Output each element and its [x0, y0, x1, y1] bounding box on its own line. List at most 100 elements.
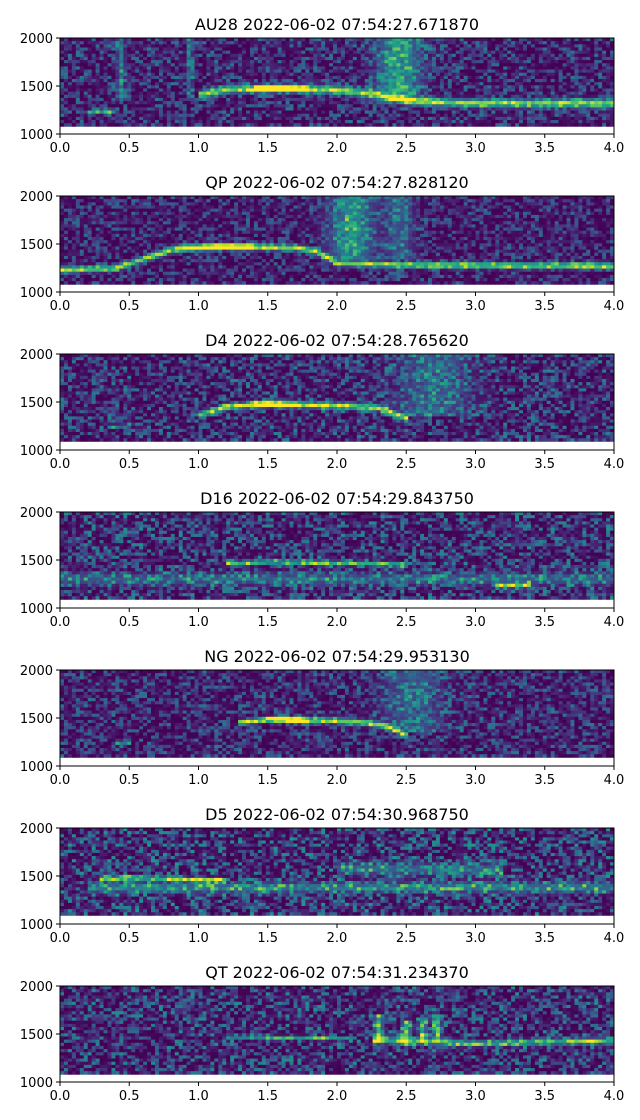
- x-tick-label: 1.0: [188, 615, 209, 630]
- x-tick-label: 1.0: [188, 457, 209, 472]
- x-tick-label: 0.0: [50, 615, 71, 630]
- x-tick-label: 3.5: [534, 1089, 555, 1104]
- x-tick-label: 0.5: [119, 773, 140, 788]
- x-tick-label: 4.0: [604, 141, 625, 156]
- x-tick-label: 0.5: [119, 457, 140, 472]
- x-tick-label: 2.0: [327, 931, 348, 946]
- y-tick-label: 2000: [20, 348, 53, 363]
- spectrogram-image: [60, 986, 615, 1075]
- spectrogram-panel: NG 2022-06-02 07:54:29.953130 0.0 0.5 1.0 1.…: [20, 647, 624, 788]
- x-tick-label: 0.5: [119, 141, 140, 156]
- x-tick-label: 0.0: [50, 457, 71, 472]
- x-tick-label: 3.0: [465, 773, 486, 788]
- x-tick-label: 1.5: [257, 615, 278, 630]
- x-tick-label: 1.0: [188, 931, 209, 946]
- spectrogram-image: [60, 670, 615, 758]
- x-tick-label: 3.0: [465, 1089, 486, 1104]
- panel-title: AU28 2022-06-02 07:54:27.671870: [195, 15, 479, 34]
- x-tick-label: 4.0: [604, 457, 625, 472]
- x-tick-label: 2.0: [327, 457, 348, 472]
- x-tick-label: 1.5: [257, 299, 278, 314]
- spectrogram-image: [60, 196, 615, 285]
- x-tick-label: 1.5: [257, 1089, 278, 1104]
- x-tick-label: 2.0: [327, 615, 348, 630]
- panel-title: D4 2022-06-02 07:54:28.765620: [205, 331, 469, 350]
- spectrogram-image: [60, 38, 615, 127]
- y-tick-label: 1500: [20, 396, 53, 411]
- panel-title: QP 2022-06-02 07:54:27.828120: [205, 173, 468, 192]
- x-tick-label: 1.0: [188, 141, 209, 156]
- x-tick-label: 2.0: [327, 141, 348, 156]
- x-tick-label: 3.5: [534, 931, 555, 946]
- x-tick-label: 1.0: [188, 773, 209, 788]
- spectrogram-image: [60, 512, 615, 600]
- y-tick-label: 1000: [20, 286, 53, 301]
- x-tick-label: 2.5: [396, 457, 417, 472]
- x-tick-label: 0.0: [50, 1089, 71, 1104]
- y-tick-label: 1000: [20, 128, 53, 143]
- x-tick-label: 2.0: [327, 1089, 348, 1104]
- x-tick-label: 3.0: [465, 931, 486, 946]
- x-tick-label: 3.0: [465, 615, 486, 630]
- spectrogram-panel: D5 2022-06-02 07:54:30.968750 0.0 0.5 1.0 1.…: [20, 805, 624, 946]
- x-tick-label: 3.5: [534, 141, 555, 156]
- spectrogram-panel: QP 2022-06-02 07:54:27.828120 0.0 0.5 1.0 1.…: [20, 173, 624, 314]
- y-tick-label: 2000: [20, 980, 53, 995]
- y-tick-label: 2000: [20, 506, 53, 521]
- spectrogram-image: [60, 354, 615, 442]
- spectrogram-image: [60, 828, 615, 916]
- spectrogram-panel: D16 2022-06-02 07:54:29.843750 0.0 0.5 1.0 1…: [20, 489, 624, 630]
- x-tick-label: 0.0: [50, 773, 71, 788]
- x-tick-label: 1.0: [188, 1089, 209, 1104]
- y-tick-label: 1500: [20, 1028, 53, 1043]
- spectrogram-panel: QT 2022-06-02 07:54:31.234370 0.0 0.5 1.0 1.…: [20, 963, 624, 1104]
- x-tick-label: 0.5: [119, 1089, 140, 1104]
- panel-title: D5 2022-06-02 07:54:30.968750: [205, 805, 469, 824]
- x-tick-label: 1.5: [257, 141, 278, 156]
- x-tick-label: 3.5: [534, 615, 555, 630]
- y-tick-label: 2000: [20, 190, 53, 205]
- x-tick-label: 2.0: [327, 773, 348, 788]
- y-tick-label: 1500: [20, 712, 53, 727]
- x-tick-label: 4.0: [604, 1089, 625, 1104]
- panel-title: QT 2022-06-02 07:54:31.234370: [205, 963, 469, 982]
- x-tick-label: 4.0: [604, 931, 625, 946]
- y-tick-label: 2000: [20, 32, 53, 47]
- x-tick-label: 3.0: [465, 141, 486, 156]
- x-tick-label: 0.0: [50, 141, 71, 156]
- x-tick-label: 2.5: [396, 1089, 417, 1104]
- y-tick-label: 1000: [20, 918, 53, 933]
- y-tick-label: 1500: [20, 554, 53, 569]
- x-tick-label: 2.5: [396, 141, 417, 156]
- x-tick-label: 2.5: [396, 773, 417, 788]
- x-tick-label: 3.0: [465, 299, 486, 314]
- x-tick-label: 1.5: [257, 931, 278, 946]
- x-tick-label: 3.0: [465, 457, 486, 472]
- x-tick-label: 3.5: [534, 773, 555, 788]
- x-tick-label: 2.5: [396, 931, 417, 946]
- spectrogram-panel: AU28 2022-06-02 07:54:27.671870 0.0 0.5 1.0…: [20, 15, 624, 156]
- y-tick-label: 2000: [20, 664, 53, 679]
- y-tick-label: 1500: [20, 870, 53, 885]
- x-tick-label: 1.5: [257, 457, 278, 472]
- x-tick-label: 3.5: [534, 457, 555, 472]
- y-tick-label: 2000: [20, 822, 53, 837]
- y-tick-label: 1000: [20, 444, 53, 459]
- x-tick-label: 3.5: [534, 299, 555, 314]
- x-tick-label: 0.5: [119, 299, 140, 314]
- x-tick-label: 0.0: [50, 299, 71, 314]
- x-tick-label: 0.5: [119, 615, 140, 630]
- x-tick-label: 4.0: [604, 615, 625, 630]
- x-tick-label: 4.0: [604, 299, 625, 314]
- spectrogram-panel: D4 2022-06-02 07:54:28.765620 0.0 0.5 1.0 1.…: [20, 331, 624, 472]
- y-tick-label: 1500: [20, 238, 53, 253]
- x-tick-label: 0.5: [119, 931, 140, 946]
- x-tick-label: 1.5: [257, 773, 278, 788]
- x-tick-label: 2.5: [396, 615, 417, 630]
- x-tick-label: 0.0: [50, 931, 71, 946]
- x-tick-label: 4.0: [604, 773, 625, 788]
- y-tick-label: 1500: [20, 80, 53, 95]
- y-tick-label: 1000: [20, 760, 53, 775]
- x-tick-label: 1.0: [188, 299, 209, 314]
